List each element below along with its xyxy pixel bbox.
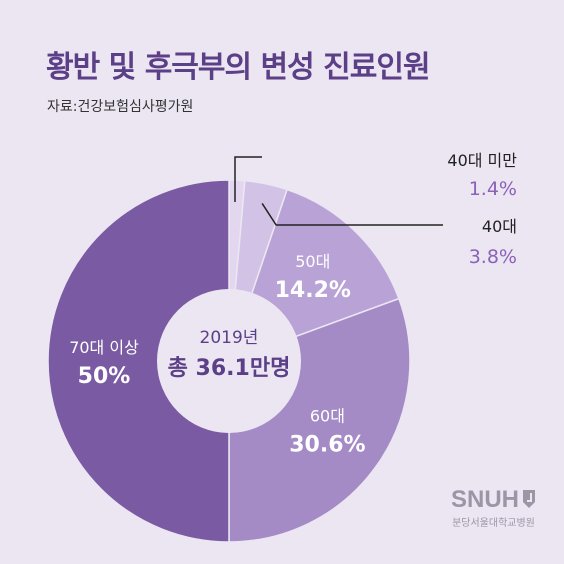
donut-hole [157, 289, 301, 433]
slice-value: 50% [78, 364, 131, 389]
snuh-logo: SNUH 분당서울대학교병원 [451, 486, 536, 529]
logo-subtitle: 분당서울대학교병원 [452, 518, 535, 529]
slice-value: 30.6% [289, 433, 365, 458]
pie-slice [47, 179, 230, 543]
leader-line-40-under [234, 156, 262, 202]
leader-line-40 [261, 203, 443, 226]
source-note: 자료:건강보험심사평가원 [47, 99, 194, 115]
slice-label: 70대 이상 [69, 338, 139, 357]
center-total: 총 36.1만명 [168, 356, 291, 381]
chart-title: 황반 및 후극부의 변성 진료인원 [46, 50, 431, 85]
slice-label: 60대 [310, 407, 345, 426]
logo-mark-icon [523, 490, 535, 508]
slice-label: 40대 [482, 217, 517, 236]
slice-value: 1.4% [469, 178, 517, 200]
slice-value: 3.8% [469, 246, 517, 268]
slice-value: 14.2% [275, 278, 351, 303]
logo-text: SNUH [450, 486, 519, 513]
slice-label: 40대 미만 [447, 151, 517, 170]
slice-label: 50대 [295, 252, 330, 271]
center-year: 2019년 [200, 328, 259, 348]
